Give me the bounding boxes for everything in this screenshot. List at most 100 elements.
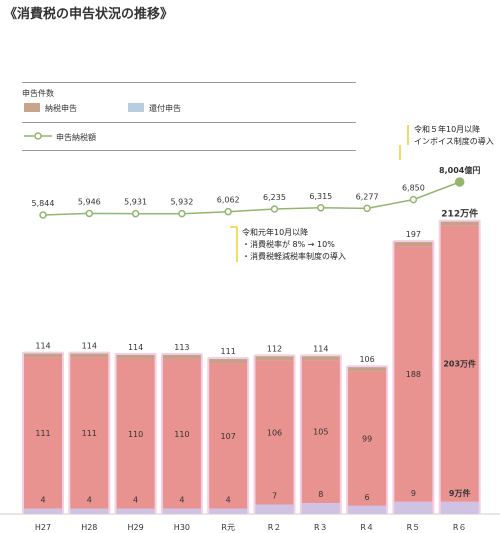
annotation-r5-line-1: インボイス制度の導入	[414, 137, 494, 146]
bar-payment-0	[24, 357, 62, 509]
line-series	[42, 181, 460, 216]
bar-total-label-0: 114	[35, 342, 50, 351]
bar-refund-label-5: 7	[272, 491, 277, 500]
x-tick-label-2: H29	[127, 523, 143, 532]
line-value-label-7: 6,277	[356, 192, 379, 201]
line-point-8	[409, 195, 418, 204]
bar-payment-8	[394, 246, 433, 502]
bar-top-3	[162, 354, 201, 359]
bar-refund-label-1: 4	[87, 496, 92, 505]
x-tick-label-9: R６	[453, 523, 467, 532]
annotation-r5: 令和５年10月以降 インボイス制度の導入	[414, 124, 494, 148]
legend-header: 申告件数	[22, 89, 54, 98]
x-tick-label-3: H30	[174, 523, 190, 532]
bar-refund-label-6: 8	[318, 490, 323, 499]
bar-refund-4	[209, 508, 248, 514]
annotation-r5-title: 令和５年10月以降	[414, 125, 481, 134]
line-point-9	[454, 177, 465, 187]
line-point-4	[224, 207, 232, 216]
bar-refund-label-0: 4	[40, 496, 45, 505]
line-point-2	[131, 209, 140, 218]
legend-top-rule	[22, 82, 356, 83]
bar-payment-1	[70, 357, 109, 509]
bar-payment-label-8: 188	[406, 370, 421, 379]
line-point-3	[178, 209, 186, 218]
bar-refund-8	[394, 501, 433, 514]
x-tick-label-0: H27	[35, 523, 51, 532]
bar-payment-6	[301, 360, 340, 504]
bar-top-0	[24, 353, 62, 358]
bar-refund-9	[440, 501, 479, 514]
legend-swatch-refund	[128, 103, 144, 112]
legend-label-payment: 納税申告	[45, 104, 77, 113]
bar-top-9	[440, 221, 479, 226]
bar-refund-7	[348, 505, 387, 514]
bar-payment-4	[209, 363, 248, 509]
line-value-label-4: 6,062	[217, 196, 240, 205]
x-tick-label-1: H28	[81, 523, 97, 532]
bar-payment-label-1: 111	[82, 429, 97, 438]
line-point-6	[317, 204, 325, 212]
legend-line-marker	[24, 132, 52, 140]
chart-title: 《消費税の申告状況の推移》	[4, 7, 174, 22]
bar-total-label-9: 212万件	[441, 208, 478, 220]
line-point-7	[363, 204, 371, 213]
legend-bottom-rule	[22, 150, 356, 151]
bar-refund-5	[255, 504, 294, 514]
bar-refund-label-2: 4	[133, 496, 138, 505]
line-point-0	[39, 211, 47, 219]
x-tick-label-8: R５	[407, 523, 421, 532]
annotation-r1-line-1: ・消費税率が 8% → 10%	[242, 240, 335, 249]
bar-total-label-8: 197	[406, 230, 421, 239]
bar-payment-label-0: 111	[35, 429, 50, 438]
bar-top-1	[70, 353, 109, 358]
line-value-label-2: 5,931	[124, 198, 147, 207]
bar-payment-label-2: 110	[128, 430, 143, 439]
line-value-label-6: 6,315	[309, 192, 332, 201]
bar-top-5	[255, 356, 294, 361]
bar-top-4	[209, 359, 248, 364]
bar-refund-label-9: 9万件	[449, 488, 471, 498]
bar-payment-label-3: 110	[174, 430, 189, 439]
x-tick-label-6: R３	[314, 523, 328, 532]
bar-payment-label-7: 99	[362, 435, 372, 444]
line-point-1	[85, 209, 94, 218]
legend-label-line: 申告納税額	[56, 133, 96, 142]
bar-refund-label-7: 6	[365, 493, 370, 502]
bar-payment-label-4: 107	[221, 432, 236, 441]
bar-payment-5	[255, 360, 294, 505]
legend-label-refund: 還付申告	[149, 104, 181, 113]
line-point-5	[270, 205, 279, 213]
line-value-label-9: 8,004億円	[439, 165, 480, 175]
line-value-label-3: 5,932	[170, 198, 193, 207]
bar-refund-label-3: 4	[179, 496, 184, 505]
annotation-r1: 令和元年10月以降 ・消費税率が 8% → 10% ・消費税軽減税率制度の導入	[242, 227, 346, 263]
line-value-label-1: 5,946	[78, 197, 101, 206]
bar-total-label-4: 111	[221, 347, 236, 356]
bar-top-6	[301, 356, 340, 361]
bar-payment-9	[440, 225, 479, 502]
bar-payment-label-6: 105	[313, 428, 328, 437]
bar-refund-0	[24, 508, 62, 514]
bar-refund-2	[116, 508, 155, 514]
x-tick-label-7: R４	[360, 523, 374, 532]
bar-total-label-5: 112	[267, 344, 282, 353]
annotation-r1-title: 令和元年10月以降	[242, 228, 309, 237]
bar-total-label-6: 114	[313, 344, 328, 353]
bar-total-label-3: 113	[174, 343, 189, 352]
bar-refund-label-8: 9	[411, 489, 416, 498]
bar-refund-1	[70, 508, 109, 514]
bar-payment-3	[162, 358, 201, 509]
x-tick-label-4: R元	[221, 523, 235, 532]
legend-middle-rule	[22, 122, 356, 123]
legend-swatch-payment	[24, 103, 40, 112]
bar-refund-3	[162, 508, 201, 514]
bar-payment-2	[116, 358, 155, 509]
annotation-r1-line-2: ・消費税軽減税率制度の導入	[242, 252, 346, 261]
bar-total-label-2: 114	[128, 343, 143, 352]
line-value-label-8: 6,850	[402, 184, 425, 193]
line-value-label-0: 5,844	[32, 199, 55, 208]
bar-total-label-7: 106	[359, 355, 374, 364]
bar-payment-label-5: 106	[267, 428, 282, 437]
